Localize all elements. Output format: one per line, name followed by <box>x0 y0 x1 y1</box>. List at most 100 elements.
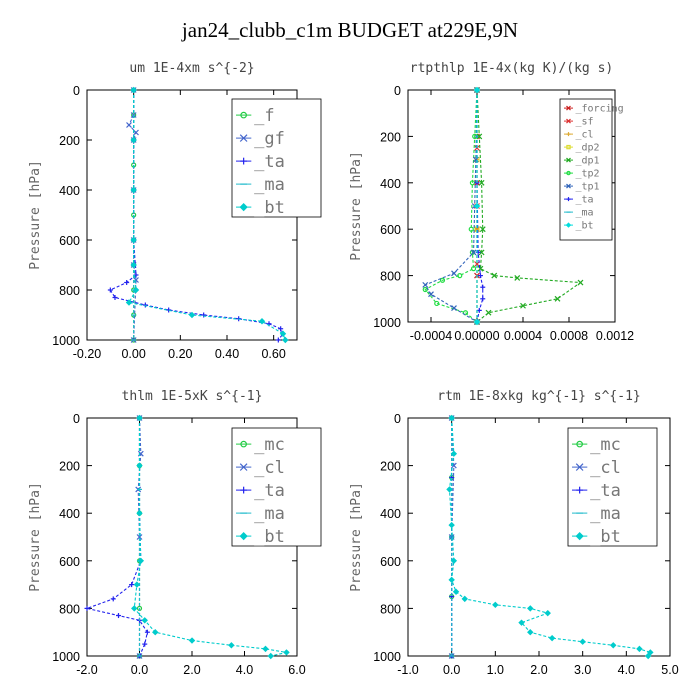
data-point <box>267 652 274 660</box>
plot-frame <box>407 89 616 323</box>
data-point <box>462 310 469 316</box>
data-point <box>469 180 475 186</box>
y-tick-label: 600 <box>380 555 401 569</box>
data-point <box>476 133 483 140</box>
legend-entry: _cl <box>564 130 594 141</box>
legend-label: _dp1 <box>576 156 600 167</box>
data-point <box>125 299 133 306</box>
legend-label: _ma <box>254 504 285 524</box>
data-point <box>470 249 477 256</box>
legend-box <box>567 427 658 547</box>
y-tick-label: 800 <box>59 602 80 616</box>
x-tick-label: 5.0 <box>661 663 678 677</box>
x-tick-label: 0.00000 <box>454 329 499 343</box>
data-point <box>636 645 643 653</box>
data-point <box>473 86 481 94</box>
legend-entry: _cl <box>236 458 285 478</box>
legend-label: _ta <box>576 195 594 206</box>
series-bt <box>446 414 654 660</box>
legend-entry: _dp1 <box>564 156 600 167</box>
data-point <box>283 649 290 656</box>
legend: _mc _cl _ta _ma _bt <box>231 427 322 547</box>
x-tick-label: 6.0 <box>288 663 305 677</box>
data-point <box>548 634 556 642</box>
data-point <box>520 302 526 309</box>
data-point <box>446 486 453 493</box>
legend-label: _ta <box>254 152 285 172</box>
data-point <box>485 309 492 316</box>
y-axis-label: Pressure [hPa] <box>28 160 43 270</box>
legend-label: _cl <box>254 458 285 478</box>
panel-title: um 1E-4xm s^{-2} <box>129 61 254 76</box>
legend-label: _mc <box>590 435 621 455</box>
figure-title: jan24_clubb_c1m BUDGET at229E,9N <box>181 18 519 42</box>
legend-label: _ta <box>254 481 285 501</box>
series-bt <box>473 86 481 326</box>
data-point <box>136 534 143 540</box>
data-point <box>116 613 121 619</box>
data-point <box>275 337 281 343</box>
legend-entry: _ta <box>564 195 594 206</box>
data-point <box>480 284 486 290</box>
data-point <box>448 414 455 422</box>
legend-label: _ta <box>590 481 621 501</box>
data-point <box>647 649 654 656</box>
legend-box <box>231 98 322 218</box>
legend-marker <box>239 531 248 541</box>
legend: _forcing _sf _cl _dp2 _dp1 _tp2 _tp1 _ta _ma _bt <box>559 98 624 241</box>
data-point <box>126 122 132 128</box>
data-point <box>278 326 284 332</box>
data-point <box>129 582 135 588</box>
legend-label: _cl <box>590 458 621 478</box>
data-point <box>579 638 586 645</box>
y-axis-label: Pressure [hPa] <box>349 151 364 261</box>
y-tick-label: 0 <box>73 84 80 98</box>
data-point <box>452 588 460 595</box>
data-point <box>107 287 113 293</box>
data-point <box>480 296 486 302</box>
y-tick-label: 400 <box>380 507 401 521</box>
legend-entry: _bt <box>236 198 285 218</box>
legend-label: _cl <box>576 130 594 141</box>
y-tick-label: 800 <box>380 602 401 616</box>
legend-marker <box>576 440 583 448</box>
y-tick-label: 800 <box>380 270 401 284</box>
x-tick-label: 0.40 <box>215 347 239 361</box>
legend-entry: _sf <box>564 117 594 128</box>
data-point <box>142 302 148 308</box>
x-tick-label: 2.0 <box>530 663 547 677</box>
data-point <box>166 307 172 313</box>
data-point <box>130 261 137 269</box>
legend-entry: _tp1 <box>564 182 600 193</box>
data-point <box>473 202 481 210</box>
legend-entry: _ta <box>236 152 285 172</box>
x-tick-label: 0.0 <box>131 663 148 677</box>
y-tick-label: 200 <box>380 460 401 474</box>
legend-entry: _ma <box>236 504 285 524</box>
y-tick-label: 400 <box>59 507 80 521</box>
legend-entry: _cl <box>572 458 621 478</box>
legend-marker <box>576 486 584 494</box>
data-point <box>188 311 196 319</box>
y-tick-label: 0 <box>394 84 401 98</box>
legend-label: _bt <box>590 527 621 547</box>
data-point <box>188 637 196 644</box>
legend-marker <box>566 105 571 111</box>
data-point <box>228 642 235 649</box>
data-point <box>84 605 90 611</box>
data-point <box>112 295 118 300</box>
legend-label: _tp1 <box>576 182 600 193</box>
data-point <box>439 277 446 283</box>
data-point <box>130 86 137 94</box>
panel-4: rtm 1E-8xkg kg^{-1} s^{-1} Pressure [hPa]… <box>349 389 679 677</box>
legend-marker <box>239 463 248 471</box>
data-point <box>477 273 483 279</box>
x-tick-label: 0.20 <box>168 347 192 361</box>
series-line <box>424 89 478 323</box>
legend-entry: _ma <box>236 175 285 195</box>
data-point <box>124 280 130 285</box>
panel-title: thlm 1E-5xK s^{-1} <box>122 389 263 404</box>
y-tick-label: 800 <box>59 284 80 298</box>
legend-box <box>231 427 322 547</box>
